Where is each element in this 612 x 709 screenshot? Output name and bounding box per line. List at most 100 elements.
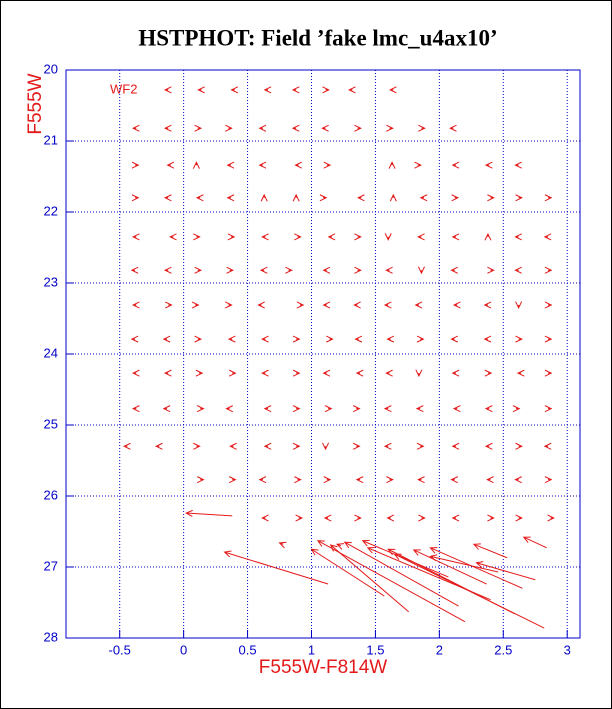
arrow — [292, 335, 301, 343]
x-tick-label: 1 — [308, 642, 315, 657]
plot-frame — [65, 69, 581, 639]
arrow — [263, 442, 272, 450]
x-tick-label: 0 — [180, 642, 187, 657]
arrow — [131, 405, 140, 413]
arrow — [326, 335, 334, 343]
arrow — [451, 161, 460, 169]
arrow — [195, 369, 204, 377]
arrow — [195, 194, 204, 202]
arrow — [386, 335, 395, 343]
arrow — [418, 514, 426, 522]
y-tick-label: 20 — [44, 61, 58, 76]
arrow — [225, 124, 233, 132]
arrow — [429, 547, 523, 589]
arrow — [415, 405, 424, 413]
arrow — [547, 514, 555, 522]
x-tick-label: 2 — [436, 642, 443, 657]
arrow — [192, 161, 200, 169]
arrow — [386, 476, 394, 484]
arrow — [352, 442, 361, 450]
arrow — [543, 233, 552, 241]
arrow — [384, 233, 392, 241]
arrow — [355, 369, 364, 377]
arrow — [163, 369, 172, 377]
arrow — [514, 266, 522, 274]
arrow — [193, 233, 201, 241]
arrow — [292, 405, 301, 413]
y-tick-label: 26 — [44, 487, 58, 502]
arrow — [484, 232, 492, 241]
arrow — [291, 124, 300, 132]
arrow — [417, 476, 425, 484]
arrow — [193, 442, 201, 450]
arrow — [229, 442, 237, 450]
arrow — [522, 536, 547, 549]
arrow — [131, 233, 140, 241]
y-tick-label: 27 — [44, 558, 58, 573]
arrow — [292, 442, 301, 450]
arrow — [450, 266, 459, 274]
arrow — [388, 161, 396, 169]
arrow — [483, 301, 492, 309]
arrow — [130, 266, 139, 274]
arrow — [429, 554, 499, 573]
y-tick-label: 25 — [44, 416, 58, 431]
arrow — [343, 541, 459, 607]
arrow — [544, 476, 553, 484]
arrow — [322, 301, 331, 309]
arrow — [261, 233, 269, 241]
arrow — [197, 86, 205, 94]
arrow — [323, 161, 332, 169]
arrow — [484, 442, 493, 450]
arrow — [417, 233, 425, 241]
arrow — [294, 161, 303, 169]
y-axis-title: F555W — [25, 73, 46, 134]
arrow — [487, 266, 495, 274]
arrow — [194, 335, 203, 343]
arrow — [515, 301, 523, 309]
arrow — [323, 476, 332, 484]
arrow — [226, 194, 235, 202]
y-tick-label: 22 — [44, 203, 58, 218]
arrow — [393, 553, 545, 629]
arrow — [450, 335, 459, 343]
arrow — [451, 233, 460, 241]
arrow — [354, 266, 362, 274]
arrow — [486, 476, 494, 484]
arrow — [230, 86, 239, 94]
arrow — [354, 514, 362, 522]
arrow — [354, 335, 363, 343]
arrow — [226, 266, 235, 274]
arrow — [322, 369, 331, 377]
arrow — [316, 540, 466, 623]
arrow — [263, 405, 272, 413]
arrow — [515, 194, 523, 202]
arrow — [278, 541, 287, 549]
arrow — [414, 161, 422, 169]
arrow — [484, 161, 493, 169]
chart-title: HSTPHOT: Field ’fake lmc_u4ax10’ — [138, 25, 497, 50]
arrow — [225, 405, 233, 413]
arrow — [353, 301, 361, 309]
arrow — [294, 476, 302, 484]
arrow — [355, 476, 364, 484]
arrow — [292, 369, 301, 377]
arrow — [258, 124, 267, 132]
arrow — [483, 335, 492, 343]
arrow — [291, 86, 300, 94]
arrow — [162, 405, 171, 413]
arrow — [223, 550, 329, 585]
arrow — [261, 369, 269, 377]
arrow — [385, 369, 393, 377]
arrow — [131, 301, 140, 309]
arrow — [166, 161, 175, 169]
arrow — [512, 405, 521, 413]
arrow — [257, 301, 265, 309]
arrow — [484, 369, 493, 377]
arrow — [285, 266, 293, 274]
arrow — [386, 124, 394, 132]
arrow — [323, 514, 332, 522]
annotation: WF2 — [110, 81, 137, 96]
arrow — [487, 194, 495, 202]
arrow — [329, 544, 409, 613]
